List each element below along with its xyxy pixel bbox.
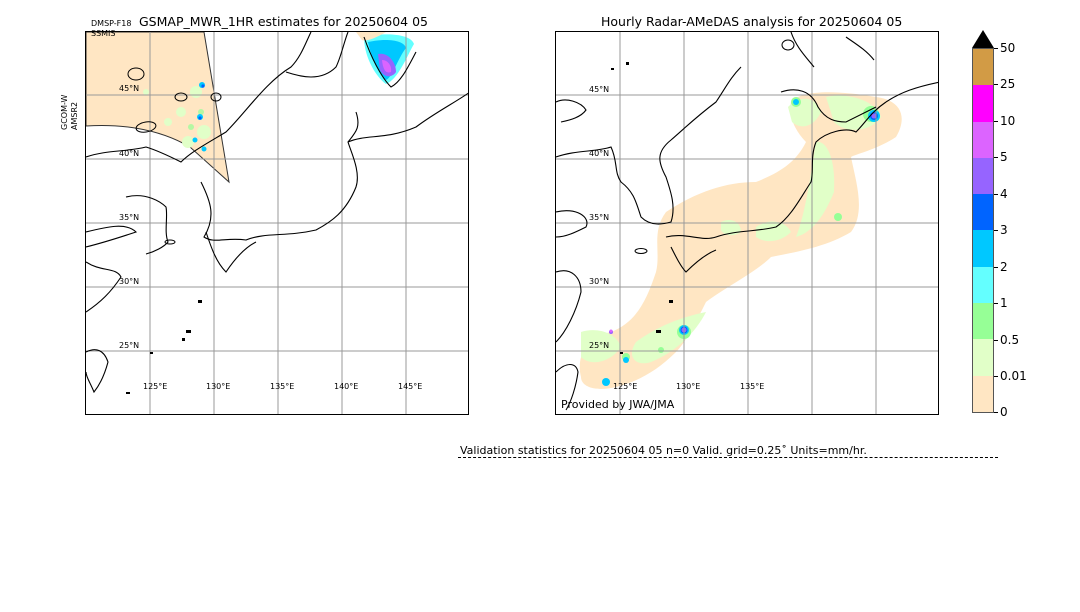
lon-label-130e: 130°E (676, 382, 701, 391)
lon-label-125e: 125°E (613, 382, 638, 391)
left-map-canvas (86, 32, 468, 414)
lat-label-25n: 25°N (589, 341, 610, 350)
right-map-canvas (556, 32, 938, 414)
sensor-label-dmsp: DMSP-F18 (91, 19, 132, 28)
colorbar-segment-0.5-1 (973, 303, 993, 340)
lat-label-30n: 30°N (589, 277, 610, 286)
lat-label-45n: 45°N (589, 85, 610, 94)
validation-statistics: Validation statistics for 20250604 05 n=… (460, 444, 867, 457)
colorbar-label: 50 (1000, 41, 1016, 55)
colorbar-label: 3 (1000, 223, 1008, 237)
colorbar-label: 25 (1000, 77, 1016, 91)
validation-divider (458, 457, 998, 458)
colorbar (972, 48, 994, 413)
colorbar-segment-0-0.01 (973, 375, 993, 412)
colorbar-segment-1-2 (973, 266, 993, 304)
right-map-title: Hourly Radar-AMeDAS analysis for 2025060… (601, 14, 903, 29)
sensor-label-amsr2: AMSR2 (70, 101, 79, 130)
colorbar-label: 1 (1000, 296, 1008, 310)
data-credit: Provided by JWA/JMA (561, 398, 675, 411)
lon-label-135e: 135°E (740, 382, 765, 391)
colorbar-segment-0.01-0.5 (973, 339, 993, 376)
lat-label-40n: 40°N (589, 149, 610, 158)
lat-label-40n: 40°N (119, 149, 140, 158)
lat-label-45n: 45°N (119, 84, 140, 93)
colorbar-segment-2-3 (973, 230, 993, 267)
left-map-title: GSMAP_MWR_1HR estimates for 20250604 05 (139, 14, 428, 29)
lon-label-140e: 140°E (334, 382, 359, 391)
lat-label-25n: 25°N (119, 341, 140, 350)
colorbar-label: 0.01 (1000, 369, 1027, 383)
lon-label-135e: 135°E (270, 382, 295, 391)
colorbar-label: 5 (1000, 150, 1008, 164)
colorbar-segment-25-50 (973, 49, 993, 86)
colorbar-label: 0 (1000, 405, 1008, 419)
colorbar-label: 0.5 (1000, 333, 1020, 347)
colorbar-extend-arrow (972, 30, 994, 48)
colorbar-label: 10 (1000, 114, 1016, 128)
colorbar-label: 4 (1000, 187, 1008, 201)
colorbar-segment-3-4 (973, 194, 993, 231)
sensor-label-ssmis: SSMIS (91, 29, 116, 38)
lat-label-35n: 35°N (589, 213, 610, 222)
colorbar-segment-5-10 (973, 121, 993, 158)
colorbar-segment-10-25 (973, 85, 993, 122)
lon-label-145e: 145°E (398, 382, 423, 391)
sensor-label-gcomw: GCOM-W (60, 94, 69, 130)
lon-label-125e: 125°E (143, 382, 168, 391)
left-map-panel[interactable]: 45°N 40°N 35°N 30°N 25°N 125°E 130°E 135… (85, 31, 469, 415)
lat-label-35n: 35°N (119, 213, 140, 222)
right-map-panel[interactable]: 45°N 40°N 35°N 30°N 25°N 125°E 130°E 135… (555, 31, 939, 415)
lat-label-30n: 30°N (119, 277, 140, 286)
lon-label-130e: 130°E (206, 382, 231, 391)
colorbar-label: 2 (1000, 260, 1008, 274)
colorbar-segment-4-5 (973, 157, 993, 195)
